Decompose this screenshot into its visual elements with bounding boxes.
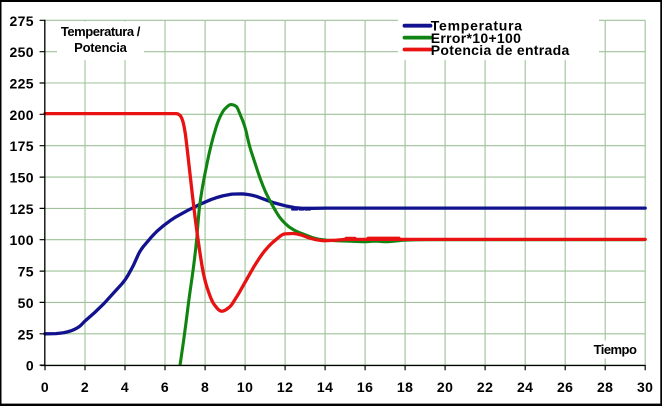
svg-text:Potencia: Potencia [74,40,128,55]
svg-text:225: 225 [9,76,34,92]
svg-text:18: 18 [397,379,413,395]
svg-text:125: 125 [9,201,34,217]
svg-text:8: 8 [201,379,209,395]
svg-text:4: 4 [121,379,129,395]
svg-text:75: 75 [18,264,34,280]
svg-text:6: 6 [161,379,169,395]
svg-text:24: 24 [517,379,533,395]
svg-text:14: 14 [317,379,333,395]
svg-text:30: 30 [637,379,653,395]
svg-text:2: 2 [81,379,89,395]
svg-text:Potencia de entrada: Potencia de entrada [431,42,570,58]
svg-text:100: 100 [9,232,34,248]
svg-text:22: 22 [477,379,493,395]
svg-text:0: 0 [41,379,49,395]
svg-text:Temperatura: Temperatura [431,18,523,34]
svg-text:50: 50 [18,295,34,311]
svg-text:0: 0 [26,358,34,374]
svg-text:250: 250 [9,44,34,60]
svg-text:12: 12 [277,379,293,395]
svg-text:Tiempo: Tiempo [594,342,637,357]
svg-text:10: 10 [237,379,253,395]
svg-text:26: 26 [557,379,573,395]
svg-text:25: 25 [18,326,34,342]
svg-text:28: 28 [597,379,613,395]
svg-text:175: 175 [9,138,34,154]
svg-text:200: 200 [9,107,34,123]
svg-text:Temperatura /: Temperatura / [61,24,141,39]
svg-text:Error*10+100: Error*10+100 [431,30,521,46]
svg-text:275: 275 [9,13,34,29]
svg-text:150: 150 [9,170,34,186]
svg-text:16: 16 [357,379,373,395]
svg-text:20: 20 [437,379,453,395]
